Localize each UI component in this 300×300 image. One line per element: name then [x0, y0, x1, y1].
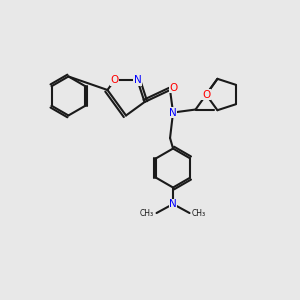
- Text: O: O: [110, 75, 119, 85]
- Text: CH₃: CH₃: [140, 208, 154, 217]
- Text: CH₃: CH₃: [192, 208, 206, 217]
- Text: N: N: [134, 75, 141, 85]
- Text: N: N: [169, 107, 177, 118]
- Text: N: N: [169, 199, 177, 209]
- Text: O: O: [202, 89, 210, 100]
- Text: O: O: [170, 82, 178, 93]
